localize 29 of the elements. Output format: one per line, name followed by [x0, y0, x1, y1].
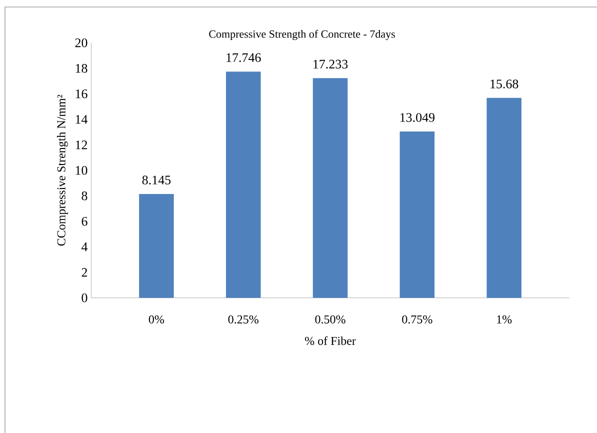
y-tick-label: 0 [82, 293, 88, 302]
bar [486, 98, 522, 298]
data-label: 8.145 [142, 176, 171, 184]
x-tick-label: 0.75% [402, 315, 432, 324]
bar [226, 72, 261, 298]
bar [400, 131, 435, 298]
data-label: 15.68 [490, 80, 518, 88]
chart-title: Compressive Strength of Concrete - 7days [209, 30, 395, 40]
data-label: 13.049 [400, 113, 434, 122]
y-tick-label: 6 [82, 216, 88, 226]
x-tick-label: 0.50% [315, 315, 346, 324]
y-tick-label: 10 [76, 166, 88, 175]
y-tick-label: 2 [82, 268, 88, 277]
x-tick-label: 0% [148, 315, 164, 324]
y-axis-title: CCompressive Strength N/mm² [56, 94, 68, 246]
data-label: 17.233 [314, 60, 348, 69]
bar [312, 78, 348, 298]
data-label: 17.746 [226, 53, 261, 62]
y-tick-label: 16 [76, 89, 88, 98]
x-tick-label: 0.25% [228, 315, 258, 324]
y-tick-label: 20 [75, 38, 88, 48]
y-tick-label: 14 [76, 115, 88, 124]
bar [139, 194, 174, 298]
y-tick-label: 12 [76, 140, 88, 150]
y-tick-label: 18 [76, 64, 88, 73]
x-tick-label: 1% [497, 315, 512, 324]
y-tick-label: 8 [82, 191, 88, 200]
y-tick-label: 4 [81, 242, 88, 252]
x-axis-title: % of Fiber [305, 336, 356, 345]
